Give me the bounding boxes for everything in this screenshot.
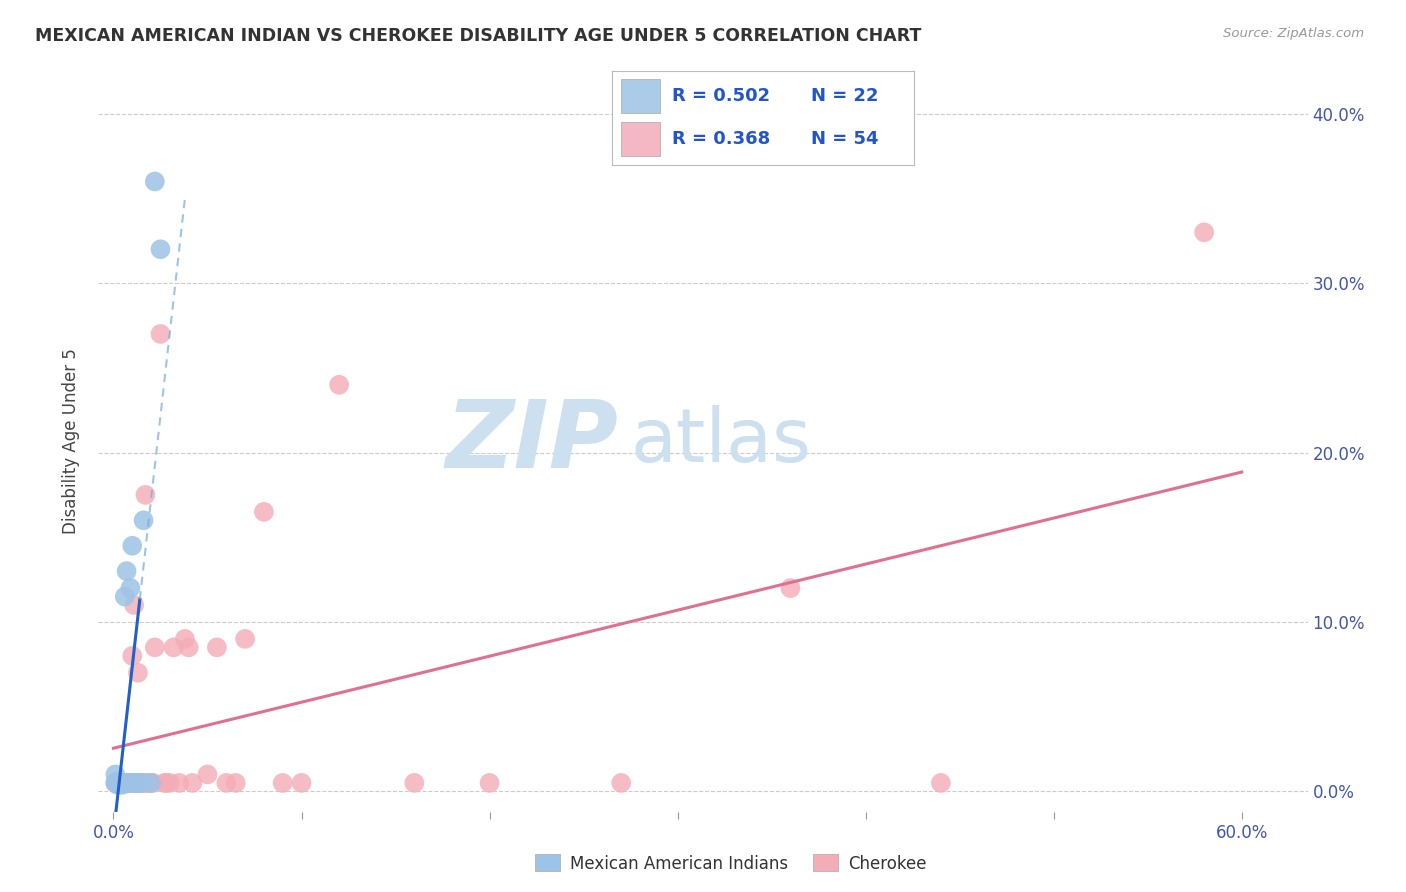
Point <box>115 776 138 790</box>
Point <box>197 767 219 781</box>
Point <box>111 776 134 790</box>
Text: N = 22: N = 22 <box>811 87 879 104</box>
Point <box>139 776 162 790</box>
Point <box>136 776 159 790</box>
Point <box>328 377 350 392</box>
Point <box>131 776 153 790</box>
Point <box>114 776 136 790</box>
Point <box>108 776 131 790</box>
Point <box>111 776 134 790</box>
Point <box>110 776 132 790</box>
Point <box>114 590 136 604</box>
Point <box>121 776 143 790</box>
Text: N = 54: N = 54 <box>811 130 879 148</box>
Text: R = 0.368: R = 0.368 <box>672 130 770 148</box>
Point <box>108 778 131 792</box>
Point <box>155 776 177 790</box>
Point <box>108 776 131 790</box>
Legend: Mexican American Indians, Cherokee: Mexican American Indians, Cherokee <box>529 847 934 880</box>
Y-axis label: Disability Age Under 5: Disability Age Under 5 <box>62 349 80 534</box>
Point <box>127 776 149 790</box>
Point <box>105 776 128 790</box>
Point <box>131 776 153 790</box>
Text: ZIP: ZIP <box>446 395 619 488</box>
FancyBboxPatch shape <box>620 78 659 112</box>
Point <box>142 776 165 790</box>
Point <box>122 776 145 790</box>
Point <box>290 776 312 790</box>
Point <box>215 776 238 790</box>
Point <box>404 776 426 790</box>
Text: MEXICAN AMERICAN INDIAN VS CHEROKEE DISABILITY AGE UNDER 5 CORRELATION CHART: MEXICAN AMERICAN INDIAN VS CHEROKEE DISA… <box>35 27 921 45</box>
Point <box>132 776 155 790</box>
Point <box>143 640 166 655</box>
Point <box>104 776 127 790</box>
Point <box>149 326 172 341</box>
Point <box>114 776 136 790</box>
Point <box>117 776 139 790</box>
Point <box>1192 225 1215 239</box>
Point <box>177 640 200 655</box>
Point <box>117 776 139 790</box>
Point <box>205 640 228 655</box>
Point <box>478 776 501 790</box>
Point <box>610 776 633 790</box>
Point <box>225 776 247 790</box>
Point <box>174 632 197 646</box>
Point <box>111 778 134 792</box>
Point <box>169 776 191 790</box>
Point <box>111 776 134 790</box>
Text: Source: ZipAtlas.com: Source: ZipAtlas.com <box>1223 27 1364 40</box>
Point <box>253 505 276 519</box>
Point <box>117 776 139 790</box>
Point <box>132 513 155 527</box>
Point <box>139 776 162 790</box>
Point <box>105 778 128 792</box>
Point <box>122 776 145 790</box>
Point <box>105 774 128 789</box>
Point <box>125 776 148 790</box>
Point <box>120 776 142 790</box>
Point <box>233 632 256 646</box>
Point <box>134 776 156 790</box>
Point <box>134 488 156 502</box>
Point <box>127 776 149 790</box>
Point <box>929 776 952 790</box>
Point <box>122 598 145 612</box>
Point <box>127 665 149 680</box>
Point <box>104 776 127 790</box>
Point <box>115 776 138 790</box>
Point <box>138 776 160 790</box>
Point <box>149 242 172 256</box>
Text: atlas: atlas <box>630 405 811 478</box>
Point <box>128 776 150 790</box>
Point <box>120 581 142 595</box>
Point <box>271 776 294 790</box>
Point <box>143 174 166 188</box>
Point <box>162 640 184 655</box>
Text: R = 0.502: R = 0.502 <box>672 87 770 104</box>
Point <box>115 564 138 578</box>
Point <box>121 648 143 663</box>
Point <box>125 776 148 790</box>
Point <box>121 539 143 553</box>
Point <box>779 581 801 595</box>
Point <box>181 776 204 790</box>
Point <box>159 776 181 790</box>
FancyBboxPatch shape <box>620 122 659 156</box>
Point <box>110 778 132 792</box>
Point <box>104 767 127 781</box>
Point <box>153 776 176 790</box>
